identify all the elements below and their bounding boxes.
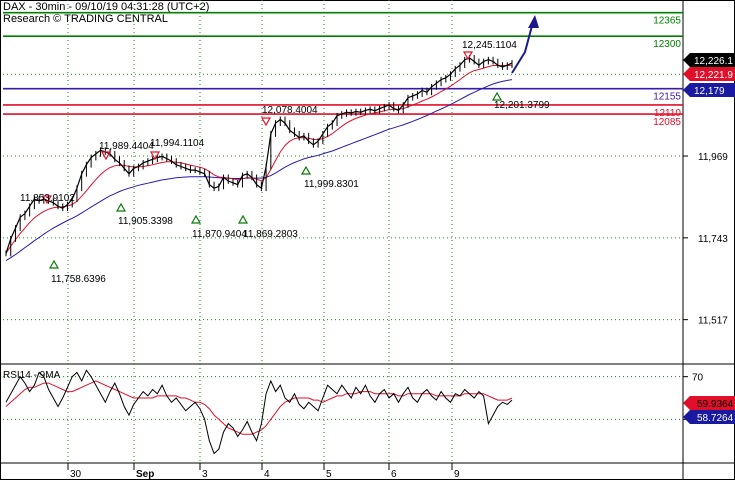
low-marker bbox=[300, 165, 312, 175]
level-label-12365: 12365 bbox=[653, 16, 681, 27]
annotation-label: 11,758.6396 bbox=[51, 274, 106, 285]
ma-slow-line bbox=[5, 79, 513, 262]
price-tag-label: 12,226.1 bbox=[694, 56, 733, 67]
price-line bbox=[5, 57, 513, 254]
x-tick-label: 3 bbox=[202, 469, 208, 480]
high-marker bbox=[100, 151, 112, 161]
ma-fast-line bbox=[5, 64, 513, 254]
high-marker bbox=[462, 51, 474, 61]
chart-title: DAX - 30min - 09/10/19 04:31:28 (UTC+2) bbox=[3, 1, 210, 13]
annotation-label: 11,869.2803 bbox=[243, 229, 298, 240]
projection-arrowhead bbox=[528, 15, 539, 28]
price-tag-bg bbox=[683, 67, 735, 81]
rsi-ma-line bbox=[5, 380, 513, 435]
high-marker bbox=[41, 195, 53, 205]
annotation-label: 11,853.9102 bbox=[20, 193, 75, 204]
price-tag-label: 12,221.9 bbox=[694, 70, 733, 81]
price-tag-bg bbox=[683, 53, 735, 67]
rsi-tag-bg bbox=[683, 410, 735, 424]
annotation-label: 12,078.4004 bbox=[262, 105, 318, 116]
level-label-12300: 12300 bbox=[653, 39, 681, 50]
rsi-tag-label: 59.9364 bbox=[697, 399, 734, 410]
y-tick-label: 11,743 bbox=[698, 234, 728, 245]
y-tick-label: 11,969 bbox=[698, 152, 728, 163]
chart-source: Research © TRADING CENTRAL bbox=[3, 13, 168, 25]
rsi-title: RSI14 - 9MA bbox=[3, 370, 61, 381]
x-tick-label: 9 bbox=[454, 469, 460, 480]
rsi-line bbox=[5, 369, 513, 455]
low-marker bbox=[190, 214, 202, 224]
annotation-label: 11,999.8301 bbox=[304, 179, 359, 190]
x-tick-label: Sep bbox=[136, 469, 154, 480]
low-marker bbox=[491, 91, 503, 101]
level-label-12155: 12155 bbox=[653, 92, 681, 103]
high-marker bbox=[149, 151, 161, 161]
price-tag-bg bbox=[683, 83, 735, 97]
low-marker bbox=[48, 259, 60, 269]
high-marker bbox=[260, 117, 272, 127]
x-tick-label: 4 bbox=[264, 469, 270, 480]
annotation-label: 12,245.1104 bbox=[462, 40, 517, 51]
x-tick-label: 5 bbox=[326, 469, 332, 480]
low-marker bbox=[237, 214, 249, 224]
rsi-tick-label: 70 bbox=[692, 373, 704, 384]
rsi-tag-label: 58.7264 bbox=[697, 413, 734, 424]
x-tick-label: 30 bbox=[70, 469, 82, 480]
annotation-label: 11,905.3398 bbox=[118, 216, 173, 227]
low-marker bbox=[115, 202, 127, 212]
annotation-label: 12,201.3799 bbox=[494, 100, 550, 111]
annotation-label: 11,994.1104 bbox=[150, 138, 205, 149]
annotation-label: 11,989.4404 bbox=[99, 141, 154, 152]
price-tag-label: 12,179 bbox=[694, 86, 725, 97]
projection-arrow bbox=[511, 21, 534, 74]
rsi-tag-bg bbox=[683, 396, 735, 410]
level-label-12085: 12085 bbox=[653, 117, 681, 128]
annotation-label: 11,870.9404 bbox=[192, 229, 247, 240]
x-tick-label: 6 bbox=[391, 469, 397, 480]
y-tick-label: 11,517 bbox=[698, 316, 728, 327]
